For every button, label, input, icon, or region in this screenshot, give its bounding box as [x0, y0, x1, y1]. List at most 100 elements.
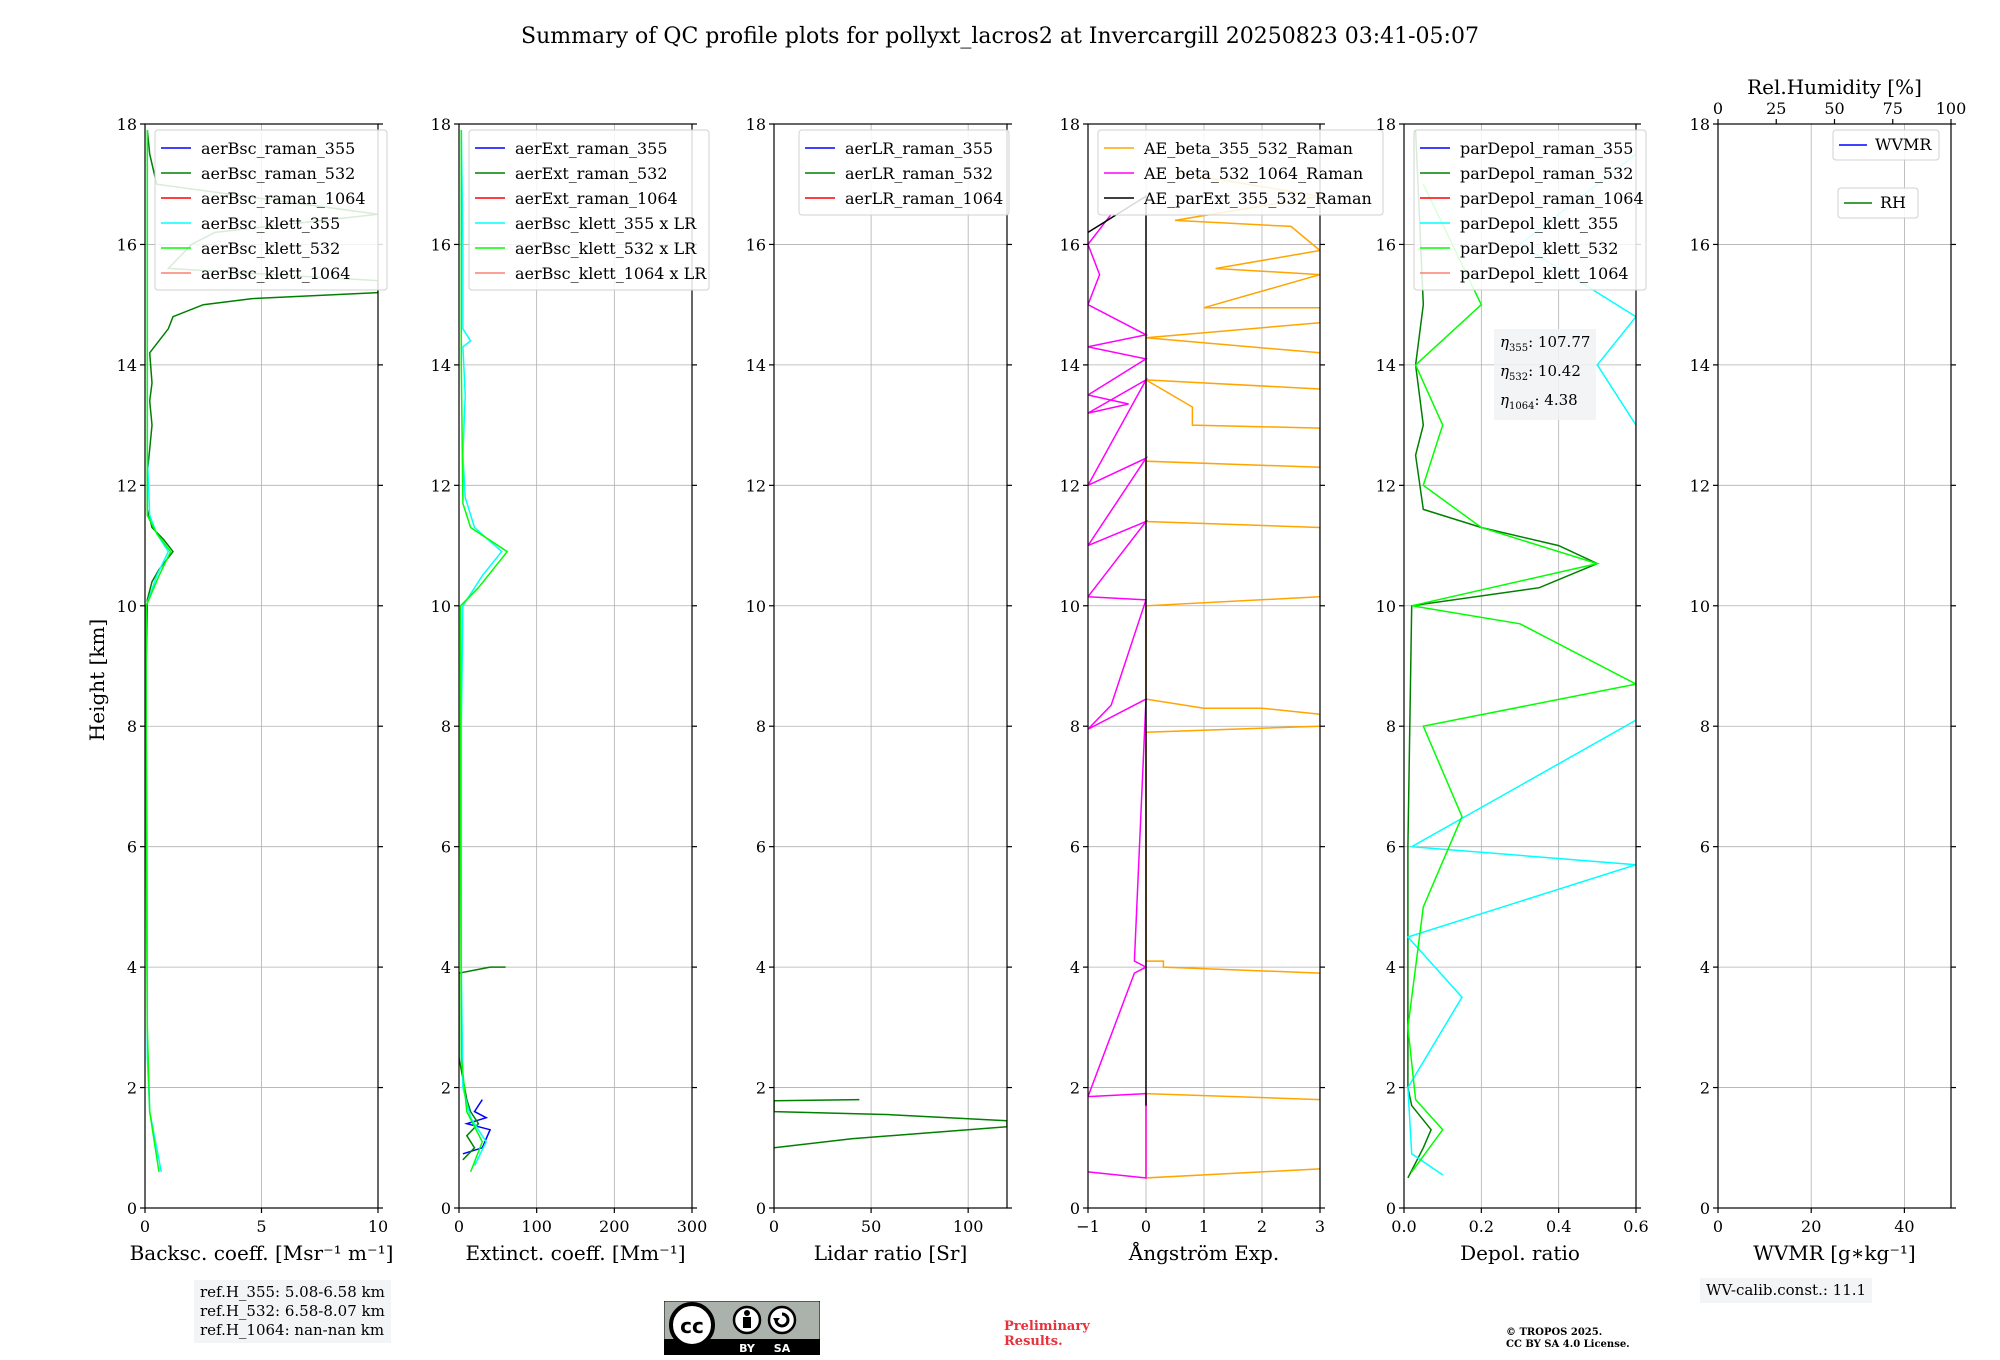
y-tick-label: 8	[1700, 717, 1710, 736]
y-tick-label: 10	[746, 597, 766, 616]
y-tick-label: 0	[1386, 1199, 1396, 1218]
y-tick-label: 14	[1690, 356, 1710, 375]
y-tick-label: 0	[441, 1199, 451, 1218]
y-tick-label: 10	[1060, 597, 1080, 616]
y-tick-label: 0	[127, 1199, 137, 1218]
panel-3: 0 2 4 6 8 10 12 14 16 18 0 50 100 Lidar ratio [Sr] aer…	[746, 115, 1012, 1265]
legend-label: aerBsc_raman_355	[201, 139, 355, 158]
wv-calibration-box: WV-calib.const.: 11.1	[1700, 1278, 1873, 1303]
legend-label: parDepol_klett_355	[1460, 214, 1618, 233]
y-tick-label: 16	[117, 235, 137, 254]
y-tick-label: 18	[1376, 115, 1396, 134]
y-tick-label: 8	[756, 717, 766, 736]
y-tick-label: 2	[441, 1079, 451, 1098]
y-tick-label: 2	[1070, 1079, 1080, 1098]
y-tick-label: 4	[441, 958, 451, 977]
copyright-note: © TROPOS 2025. CC BY SA 4.0 License.	[1506, 1327, 1630, 1351]
x2-tick-label: 25	[1766, 99, 1786, 118]
x2-tick-label: 0	[1713, 99, 1723, 118]
y-tick-label: 6	[1070, 838, 1080, 857]
axes-frame	[458, 123, 693, 1209]
legend-label: aerLR_raman_355	[845, 139, 993, 158]
y-tick-label: 6	[756, 838, 766, 857]
y-tick-label: 12	[1060, 476, 1080, 495]
y-tick-label: 16	[1060, 235, 1080, 254]
y-tick-label: 2	[127, 1079, 137, 1098]
legend-label: parDepol_raman_532	[1460, 164, 1633, 183]
y-tick-label: 16	[431, 235, 451, 254]
legend-label: aerLR_raman_1064	[845, 189, 1003, 208]
x-tick-label: 1	[1199, 1217, 1209, 1236]
y-tick-label: 2	[756, 1079, 766, 1098]
x-tick-label: 10	[368, 1217, 388, 1236]
legend-label: aerBsc_klett_532 x LR	[515, 239, 697, 258]
legend-label: AE_beta_532_1064_Raman	[1143, 164, 1363, 183]
legend-box	[468, 129, 710, 291]
legend-label: AE_beta_355_532_Raman	[1143, 139, 1353, 158]
x-tick-label: 100	[953, 1217, 984, 1236]
y-tick-label: 6	[127, 838, 137, 857]
legend-label: aerBsc_klett_355 x LR	[515, 214, 697, 233]
x-tick-label: 50	[861, 1217, 881, 1236]
series-line-aerExt_raman_355	[462, 1099, 492, 1155]
x-tick-label: 300	[677, 1217, 708, 1236]
series-line-aerLR_raman_532	[774, 1098, 1007, 1149]
legend-label: aerBsc_raman_1064	[201, 189, 366, 208]
x-tick-label: 0.2	[1469, 1217, 1494, 1236]
y-tick-label: 2	[1700, 1079, 1710, 1098]
y-tick-label: 4	[1386, 958, 1396, 977]
y-tick-label: 0	[756, 1199, 766, 1218]
legend-label: RH	[1880, 193, 1906, 212]
x-tick-label: −1	[1076, 1217, 1100, 1236]
x-tick-label: 0.4	[1546, 1217, 1571, 1236]
legend-label: aerBsc_klett_355	[201, 214, 340, 233]
y-tick-label: 6	[441, 838, 451, 857]
x-axis-label: Backsc. coeff. [Msr⁻¹ m⁻¹]	[130, 1241, 394, 1265]
y-tick-label: 0	[1700, 1199, 1710, 1218]
axes-frame	[1717, 123, 1952, 1209]
x-axis-label: Ångström Exp.	[1128, 1240, 1279, 1265]
legend-box	[1097, 129, 1384, 216]
axes-frame	[773, 123, 1008, 1209]
y-tick-label: 12	[1376, 476, 1396, 495]
y-tick-label: 4	[127, 958, 137, 977]
y-tick-label: 4	[1070, 958, 1080, 977]
series-line-parDepol_klett_532	[1407, 183, 1636, 1173]
y-tick-label: 18	[1690, 115, 1710, 134]
x-axis-label: WVMR [g∗kg⁻¹]	[1753, 1241, 1915, 1265]
y-tick-label: 8	[1386, 717, 1396, 736]
legend-label: parDepol_raman_355	[1460, 139, 1633, 158]
x-tick-label: 0.6	[1623, 1217, 1648, 1236]
y-tick-label: 16	[746, 235, 766, 254]
x-tick-label: 0	[1713, 1217, 1723, 1236]
legend-box	[1413, 129, 1647, 291]
x2-tick-label: 75	[1883, 99, 1903, 118]
x-tick-label: 5	[256, 1217, 266, 1236]
x2-axis-label: Rel.Humidity [%]	[1747, 75, 1922, 99]
legend-label: aerBsc_raman_532	[201, 164, 355, 183]
x-tick-label: 40	[1894, 1217, 1914, 1236]
cc-by-sa-logo: cc BY SA	[664, 1301, 820, 1355]
x-tick-label: 0	[769, 1217, 779, 1236]
x-tick-label: 200	[599, 1217, 630, 1236]
y-tick-label: 18	[1060, 115, 1080, 134]
y-tick-label: 18	[746, 115, 766, 134]
y-tick-label: 4	[756, 958, 766, 977]
ref-height-355: ref.H_355: 5.08-6.58 km	[200, 1283, 385, 1301]
sa-icon	[767, 1305, 797, 1335]
x-tick-label: 0	[1141, 1217, 1151, 1236]
legend-box	[1837, 187, 1919, 219]
y-tick-label: 14	[117, 356, 137, 375]
legend-label: WVMR	[1875, 135, 1932, 154]
legend-box	[798, 129, 1010, 216]
eta-355: η355: 107.77	[1500, 333, 1591, 354]
legend-label: aerExt_raman_1064	[515, 189, 678, 208]
y-tick-label: 8	[441, 717, 451, 736]
y-tick-label: 16	[1376, 235, 1396, 254]
copyright-line1: © TROPOS 2025.	[1506, 1327, 1603, 1338]
cc-sa-label: SA	[774, 1342, 791, 1355]
y-tick-label: 12	[1690, 476, 1710, 495]
